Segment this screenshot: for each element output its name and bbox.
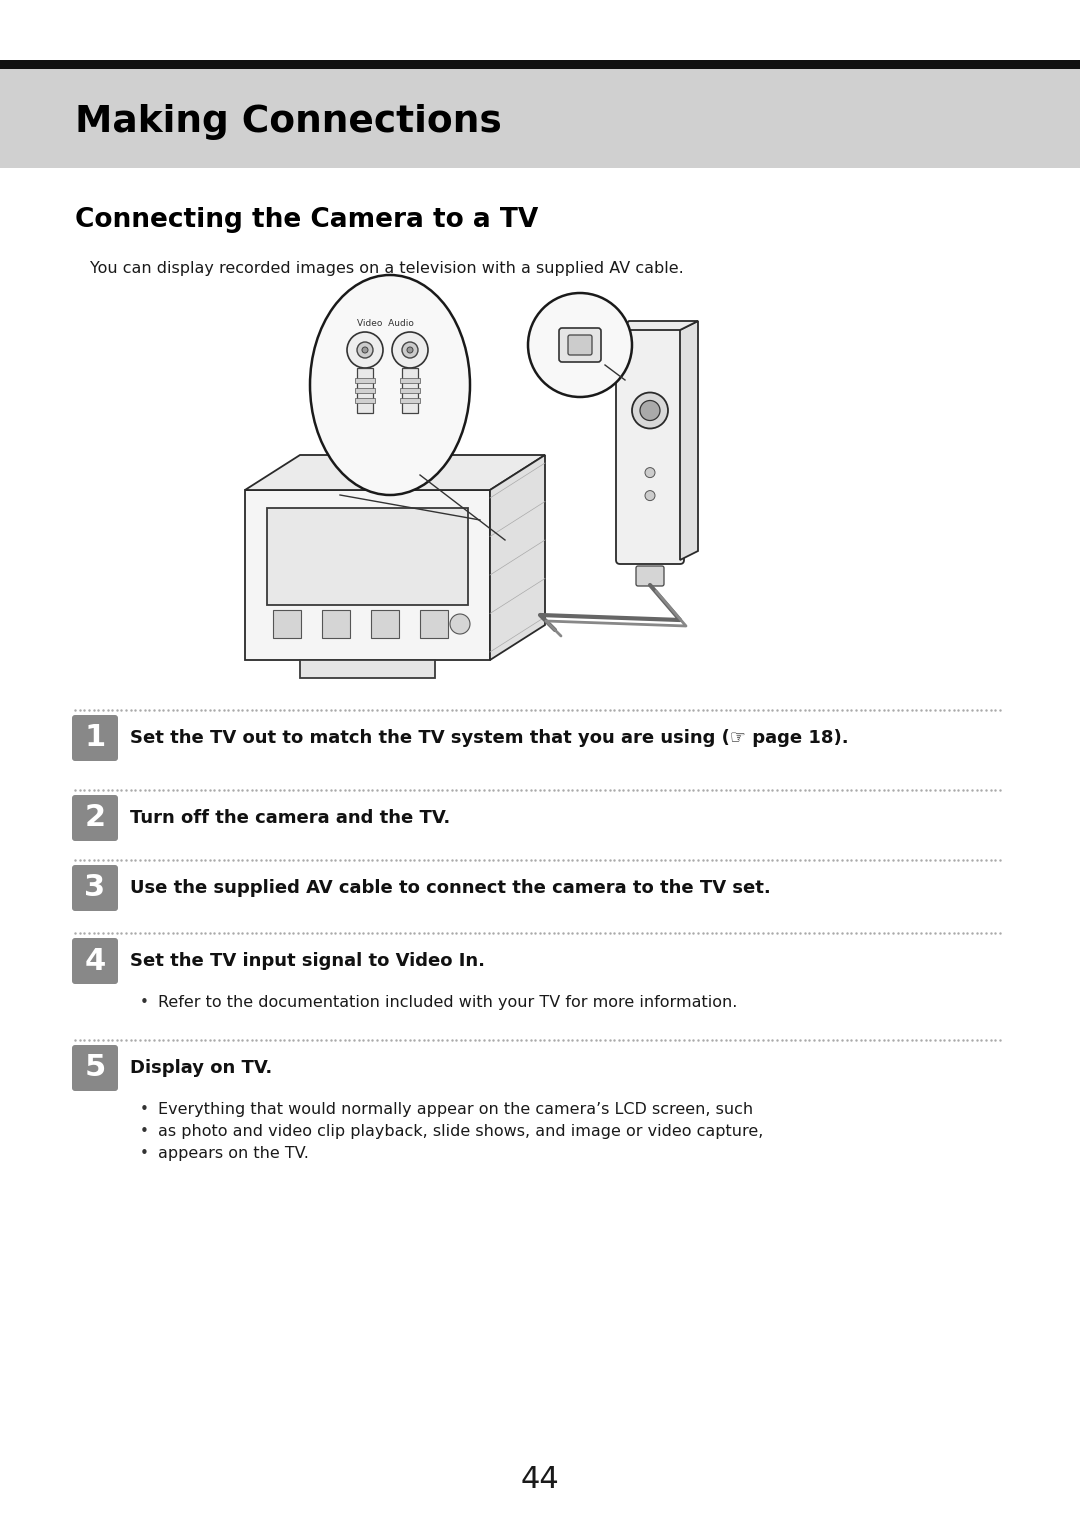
FancyBboxPatch shape: [616, 325, 684, 563]
Circle shape: [392, 331, 428, 368]
FancyBboxPatch shape: [72, 715, 118, 760]
Circle shape: [645, 467, 654, 478]
Text: Use the supplied AV cable to connect the camera to the TV set.: Use the supplied AV cable to connect the…: [130, 880, 771, 896]
Text: Display on TV.: Display on TV.: [130, 1060, 272, 1077]
Text: Set the TV input signal to Video In.: Set the TV input signal to Video In.: [130, 951, 485, 970]
Text: Refer to the documentation included with your TV for more information.: Refer to the documentation included with…: [158, 996, 738, 1009]
Circle shape: [645, 490, 654, 501]
Bar: [355, 399, 375, 403]
Ellipse shape: [310, 275, 470, 495]
Text: •: •: [140, 1145, 149, 1161]
Bar: [300, 660, 435, 678]
Text: Connecting the Camera to a TV: Connecting the Camera to a TV: [75, 208, 538, 234]
Polygon shape: [620, 321, 698, 330]
Bar: [273, 609, 301, 638]
Bar: [372, 609, 399, 638]
Circle shape: [347, 331, 383, 368]
Circle shape: [362, 347, 368, 353]
Circle shape: [632, 392, 669, 429]
Circle shape: [407, 347, 413, 353]
Bar: [355, 388, 375, 392]
Bar: [0, 69, 1080, 168]
Circle shape: [450, 614, 470, 634]
FancyBboxPatch shape: [568, 334, 592, 354]
Text: •: •: [140, 1124, 149, 1139]
Circle shape: [528, 293, 632, 397]
Bar: [0, 60, 1080, 69]
Text: Making Connections: Making Connections: [75, 104, 502, 139]
Text: Everything that would normally appear on the camera’s LCD screen, such: Everything that would normally appear on…: [158, 1102, 753, 1116]
Circle shape: [402, 342, 418, 357]
Text: 5: 5: [84, 1054, 106, 1083]
Circle shape: [640, 400, 660, 420]
Text: •: •: [140, 996, 149, 1009]
Text: 4: 4: [84, 947, 106, 976]
Text: appears on the TV.: appears on the TV.: [158, 1145, 309, 1161]
Bar: [357, 368, 373, 412]
Text: as photo and video clip playback, slide shows, and image or video capture,: as photo and video clip playback, slide …: [158, 1124, 764, 1139]
Bar: [402, 368, 418, 412]
FancyBboxPatch shape: [559, 328, 600, 362]
FancyBboxPatch shape: [72, 1044, 118, 1090]
Text: •: •: [140, 1102, 149, 1116]
FancyBboxPatch shape: [636, 567, 664, 586]
Bar: [355, 379, 375, 383]
Text: 3: 3: [84, 873, 106, 902]
Bar: [245, 490, 490, 660]
Bar: [400, 399, 420, 403]
Text: 1: 1: [84, 724, 106, 753]
Bar: [267, 508, 468, 605]
Text: Video  Audio: Video Audio: [356, 319, 414, 327]
Text: 2: 2: [84, 803, 106, 832]
FancyBboxPatch shape: [72, 938, 118, 983]
FancyBboxPatch shape: [72, 864, 118, 912]
Polygon shape: [245, 455, 545, 490]
Bar: [400, 379, 420, 383]
Polygon shape: [490, 455, 545, 660]
Bar: [420, 609, 448, 638]
Circle shape: [357, 342, 373, 357]
FancyBboxPatch shape: [72, 796, 118, 841]
Polygon shape: [680, 321, 698, 560]
Text: Set the TV out to match the TV system that you are using (☞ page 18).: Set the TV out to match the TV system th…: [130, 728, 849, 747]
Bar: [322, 609, 350, 638]
Text: Turn off the camera and the TV.: Turn off the camera and the TV.: [130, 809, 450, 828]
Bar: [400, 388, 420, 392]
Text: You can display recorded images on a television with a supplied AV cable.: You can display recorded images on a tel…: [90, 261, 684, 275]
Text: 44: 44: [521, 1466, 559, 1495]
